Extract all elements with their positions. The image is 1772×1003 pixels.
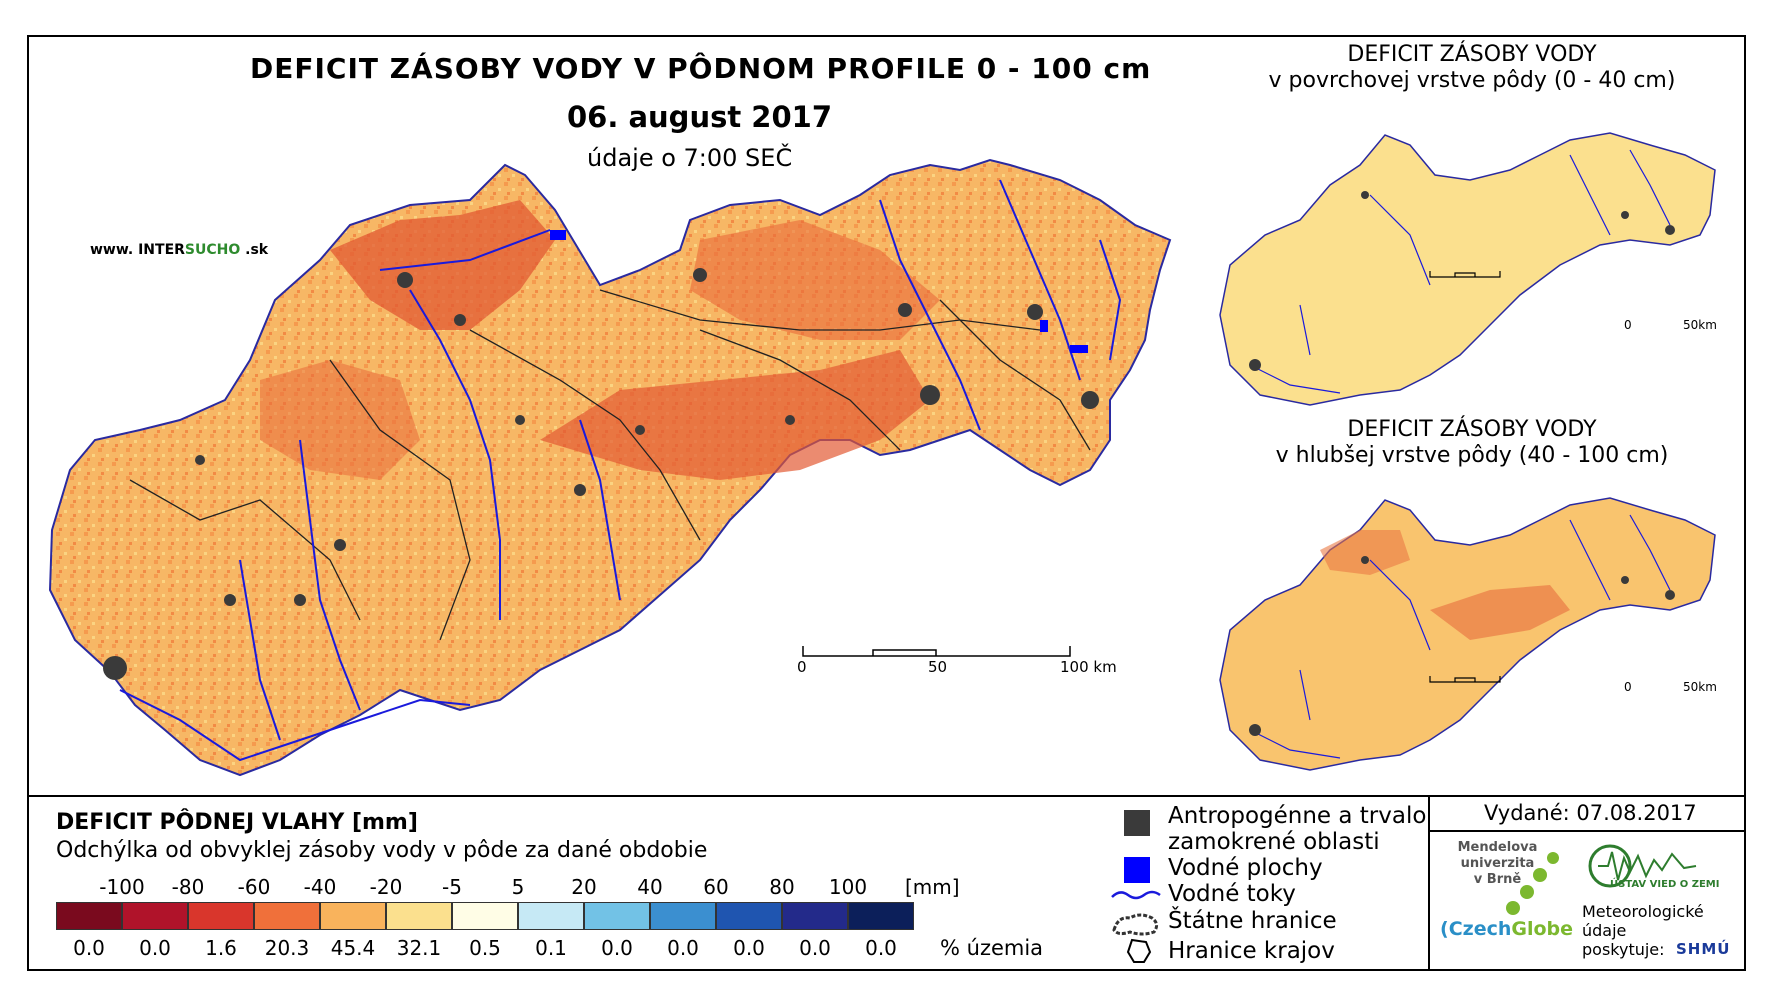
legend-scale-value: -40 (303, 875, 337, 899)
state-border-label: Štátne hranice (1168, 908, 1337, 934)
legend-scale-value: -100 (99, 875, 145, 899)
legend-scale-value: -20 (369, 875, 403, 899)
legend-percent-value: 45.4 (330, 936, 376, 960)
water-body-label: Vodné plochy (1168, 855, 1323, 881)
legend-swatch (584, 902, 650, 930)
legend-scale-value: -60 (237, 875, 271, 899)
website-link[interactable]: www. INTERSUCHO .sk (90, 242, 269, 258)
legend-swatch (650, 902, 716, 930)
legend-percent-label: % územia (940, 936, 1044, 960)
inset-bottom-title-line1: DEFICIT ZÁSOBY VODY (1347, 417, 1597, 442)
legend-subtitle: Odchýlka od obvyklej zásoby vody v pôde … (56, 838, 708, 863)
legend-swatch (320, 902, 386, 930)
ustav-vied-logo (1588, 844, 1697, 888)
legend-swatch (386, 902, 452, 930)
time-subtitle: údaje o 7:00 SEČ (587, 144, 793, 172)
legend-swatch (188, 902, 254, 930)
inset-bottom-scale-0: 0 (1624, 680, 1632, 694)
legend-swatch (518, 902, 584, 930)
meteo-data-text: Meteorologické údaje poskytuje: (1582, 902, 1704, 959)
region-border-label: Hranice krajov (1168, 938, 1335, 964)
legend-unit: [mm] (905, 875, 960, 899)
legend-percent-value: 0.0 (733, 936, 765, 960)
slovakia-territory (48, 158, 1172, 777)
mendel-logo-text: Mendelova univerzita v Brně (1457, 840, 1538, 887)
legend-percent-value: 0.0 (73, 936, 105, 960)
urban-area-swatch (1124, 810, 1150, 836)
hot-zone-central (540, 350, 930, 480)
inset-bottom-scale-50: 50km (1683, 680, 1717, 694)
main-scale-label-0: 0 (797, 658, 807, 676)
legend-swatch (716, 902, 782, 930)
legend-percent-value: 0.5 (469, 936, 501, 960)
issued-underline (1428, 830, 1746, 832)
legend-title: DEFICIT PÔDNEJ VLAHY [mm] (56, 810, 418, 835)
legend-swatch (56, 902, 122, 930)
hot-zone-west (260, 360, 420, 480)
legend-percent-value: 1.6 (205, 936, 237, 960)
water-body-swatch (1124, 857, 1150, 883)
legend-swatch (782, 902, 848, 930)
legend-percent-value: 0.0 (667, 936, 699, 960)
urban-areas (103, 268, 1099, 680)
main-scale-bar (802, 646, 1071, 657)
inset-top-title-line1: DEFICIT ZÁSOBY VODY (1347, 42, 1597, 67)
legend-percent-value: 0.0 (139, 936, 171, 960)
legend-scale-value: 80 (769, 875, 795, 899)
legend-swatch (122, 902, 188, 930)
legend-swatch (452, 902, 518, 930)
legend-scale-value: 60 (703, 875, 729, 899)
urban-area-label-1: Antropogénne a trvalo (1168, 803, 1427, 829)
legend-scale-value: -5 (442, 875, 462, 899)
legend-percent-value: 0.0 (799, 936, 831, 960)
legend-scale-value: 100 (828, 875, 868, 899)
map-frame (27, 35, 1746, 971)
issued-divider (1428, 795, 1430, 971)
inset-top-title-line2: v povrchovej vrstve pôdy (0 - 40 cm) (1268, 68, 1676, 93)
date-title: 06. august 2017 (567, 100, 833, 134)
inset-bottom-title-line2: v hlubšej vrstve pôdy (40 - 100 cm) (1275, 443, 1669, 468)
legend-swatch (848, 902, 914, 930)
ustav-vied-text: ÚSTAV VIED O ZEMI (1610, 879, 1720, 890)
shmu-logo: SHMÚ (1676, 940, 1731, 958)
state-border-symbol (1112, 913, 1159, 936)
inset-top-scale-0: 0 (1624, 318, 1632, 332)
main-scale-label-100: 100 km (1060, 658, 1117, 676)
legend-divider (27, 795, 1746, 797)
issued-date: Vydané: 07.08.2017 (1484, 801, 1697, 825)
legend-percent-value: 0.0 (601, 936, 633, 960)
region-borders (129, 289, 1091, 641)
river-label: Vodné toky (1168, 881, 1296, 907)
river-symbol (1111, 890, 1161, 900)
legend-scale-value: 20 (571, 875, 597, 899)
rivers (119, 179, 1122, 762)
legend-scale-value: 5 (511, 875, 525, 899)
main-title: DEFICIT ZÁSOBY VODY V PÔDNOM PROFILE 0 -… (250, 52, 1152, 85)
inset-bottom-map (1219, 497, 1716, 771)
water-bodies (550, 230, 1088, 353)
legend-swatch (254, 902, 320, 930)
legend-scale-value: 40 (637, 875, 663, 899)
mendel-dots-icon (1506, 852, 1559, 915)
inset-top-map (1219, 132, 1716, 406)
legend-percent-value: 32.1 (396, 936, 442, 960)
hot-zone-northwest (330, 200, 555, 330)
main-scale-label-50: 50 (928, 658, 948, 676)
legend-percent-value: 0.0 (865, 936, 897, 960)
legend-percent-value: 20.3 (264, 936, 310, 960)
inset-top-scale-50: 50km (1683, 318, 1717, 332)
urban-area-label-2: zamokrené oblasti (1168, 829, 1380, 855)
czechglobe-logo: (CzechGlobe (1440, 918, 1574, 940)
legend-percent-value: 0.1 (535, 936, 567, 960)
region-border-symbol (1126, 938, 1152, 963)
legend-scale-value: -80 (171, 875, 205, 899)
hot-zone-north (690, 220, 940, 340)
